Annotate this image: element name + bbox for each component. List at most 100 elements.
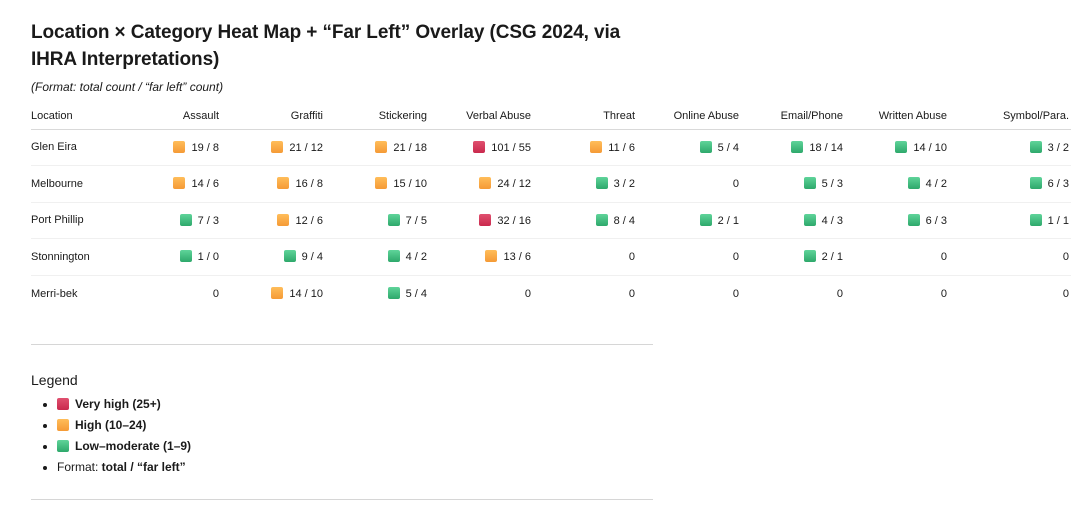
subtitle: (Format: total count / “far left” count)	[31, 80, 224, 94]
column-header: Location	[31, 104, 121, 130]
green-square-icon	[595, 177, 608, 190]
heat-cell: 14 / 6	[121, 165, 221, 203]
green-square-icon	[907, 213, 920, 226]
red-square-icon	[479, 213, 492, 226]
cell-value: 1 / 0	[197, 251, 219, 264]
heat-cell: 0	[533, 275, 637, 312]
cell-value: 9 / 4	[301, 251, 323, 264]
legend-item-low-moderate: Low–moderate (1–9)	[57, 436, 191, 457]
heat-cell: 14 / 10	[221, 275, 325, 312]
green-square-icon	[387, 213, 400, 226]
orange-square-icon	[375, 177, 388, 190]
column-header: Threat	[533, 104, 637, 130]
table-row: Merri-bek 0 14 / 10 5 / 4 0 0 0 0 0 0	[31, 275, 1071, 312]
orange-square-icon	[57, 419, 69, 431]
heat-cell: 3 / 2	[533, 165, 637, 203]
table-row: Port Phillip 7 / 3 12 / 6 7 / 5 32 / 16 8 / 4…	[31, 202, 1071, 239]
heat-cell: 0	[533, 238, 637, 276]
column-header: Email/Phone	[741, 104, 845, 130]
heat-cell: 21 / 12	[221, 129, 325, 166]
red-square-icon	[473, 140, 486, 153]
orange-square-icon	[271, 287, 284, 299]
legend-label: Very high (25+)	[75, 397, 161, 411]
green-square-icon	[595, 213, 608, 226]
heat-cell: 6 / 3	[949, 165, 1071, 203]
heat-cell: 7 / 5	[325, 202, 429, 239]
heat-cell: 0	[429, 275, 533, 312]
cell-value: 0	[1062, 287, 1069, 300]
cell-value: 7 / 3	[197, 214, 219, 227]
cell-value: 14 / 10	[289, 288, 323, 300]
cell-value: 0	[212, 287, 219, 300]
orange-square-icon	[173, 140, 186, 153]
green-square-icon	[179, 250, 192, 263]
orange-square-icon	[277, 177, 290, 190]
table-header-row: Location Assault Graffiti Stickering Verbal …	[31, 104, 1071, 130]
heat-cell: 4 / 2	[845, 165, 949, 203]
green-square-icon	[1029, 213, 1042, 226]
heat-cell: 5 / 4	[637, 129, 741, 166]
column-header: Symbol/Para.	[949, 104, 1071, 130]
column-header: Stickering	[325, 104, 429, 130]
cell-value: 13 / 6	[503, 251, 531, 264]
location-cell: Stonnington	[31, 238, 121, 276]
cell-value: 2 / 1	[821, 251, 843, 264]
green-square-icon	[791, 140, 804, 153]
green-square-icon	[283, 250, 296, 263]
cell-value: 19 / 8	[191, 141, 219, 154]
green-square-icon	[803, 213, 816, 226]
cell-value: 16 / 8	[295, 178, 323, 191]
heat-cell: 4 / 2	[325, 238, 429, 276]
cell-value: 0	[1062, 250, 1069, 263]
heat-cell: 14 / 10	[845, 129, 949, 166]
heat-cell: 18 / 14	[741, 129, 845, 166]
cell-value: 4 / 3	[821, 214, 843, 227]
cell-value: 0	[628, 250, 635, 263]
table-row: Melbourne 14 / 6 16 / 8 15 / 10 24 / 12 3 / 2…	[31, 165, 1071, 203]
cell-value: 0	[732, 287, 739, 300]
cell-value: 4 / 2	[925, 178, 947, 191]
green-square-icon	[387, 287, 400, 299]
location-cell: Melbourne	[31, 165, 121, 203]
cell-value: 32 / 16	[497, 214, 531, 227]
orange-square-icon	[277, 213, 290, 226]
cell-value: 2 / 1	[717, 214, 739, 227]
heat-cell: 0	[637, 165, 741, 203]
heat-cell: 0	[741, 275, 845, 312]
cell-value: 11 / 6	[608, 141, 635, 154]
heat-cell: 5 / 4	[325, 275, 429, 312]
heat-cell: 2 / 1	[741, 238, 845, 276]
heat-cell: 11 / 6	[533, 129, 637, 166]
legend-label: Low–moderate (1–9)	[75, 439, 192, 453]
cell-value: 1 / 1	[1047, 214, 1069, 227]
heat-cell: 4 / 3	[741, 202, 845, 239]
heat-cell: 24 / 12	[429, 165, 533, 203]
cell-value: 7 / 5	[405, 214, 427, 227]
document: Location × Category Heat Map + “Far Left…	[31, 0, 1083, 500]
cell-value: 0	[732, 250, 739, 263]
cell-value: 5 / 3	[821, 178, 843, 191]
cell-value: 8 / 4	[613, 214, 635, 227]
red-square-icon	[57, 398, 69, 410]
location-cell: Merri-bek	[31, 287, 78, 300]
heat-cell: 6 / 3	[845, 202, 949, 239]
heat-cell: 16 / 8	[221, 165, 325, 203]
orange-square-icon	[375, 140, 388, 153]
cell-value: 0	[524, 287, 531, 300]
legend-format-prefix: Format:	[57, 460, 102, 474]
legend-title: Legend	[31, 372, 78, 388]
cell-value: 21 / 18	[393, 141, 427, 154]
cell-value: 0	[836, 287, 843, 300]
green-square-icon	[57, 440, 69, 452]
orange-square-icon	[485, 250, 498, 263]
divider	[31, 499, 653, 500]
cell-value: 4 / 2	[405, 251, 427, 264]
heat-cell: 0	[121, 275, 221, 312]
heat-cell: 12 / 6	[221, 202, 325, 239]
column-header: Online Abuse	[637, 104, 741, 130]
heat-cell: 32 / 16	[429, 202, 533, 239]
heat-cell: 2 / 1	[637, 202, 741, 239]
heat-cell: 13 / 6	[429, 238, 533, 276]
heat-cell: 101 / 55	[429, 129, 533, 166]
heat-cell: 0	[637, 238, 741, 276]
